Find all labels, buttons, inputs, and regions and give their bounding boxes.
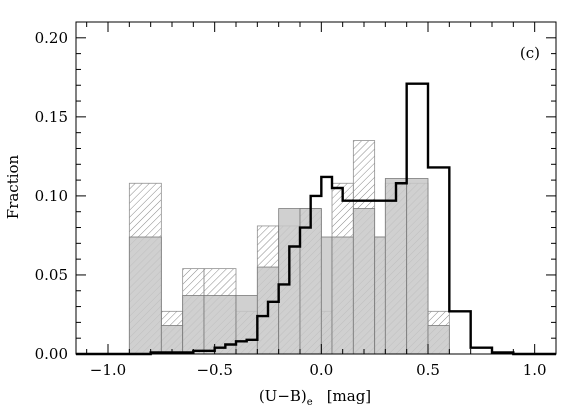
gray-bar — [427, 325, 450, 355]
plot-frame — [75, 21, 557, 355]
gray-bar — [352, 208, 376, 355]
bars-layer — [76, 82, 556, 356]
gray-bar — [128, 236, 162, 355]
x-tick-label: 0.5 — [416, 361, 440, 379]
y-tick-label: 0.00 — [35, 345, 68, 363]
y-tick-label: 0.05 — [35, 266, 68, 284]
x-axis-label: (U−B)e [mag] — [259, 387, 371, 407]
y-tick-label: 0.15 — [35, 108, 68, 126]
axes-layer: −1.0 −0.5 0.0 0.5 1.0 0.00 0.05 0.10 0.15 0.20 — [35, 21, 557, 379]
x-tick-label: 1.0 — [523, 361, 547, 379]
x-tick-label: −1.0 — [90, 361, 126, 379]
gray-bar — [299, 208, 322, 355]
gray-bar — [235, 295, 258, 355]
y-axis-label: Fraction — [4, 154, 22, 219]
x-axis-label-sub: e — [307, 397, 313, 407]
gray-bar — [331, 236, 354, 355]
gray-bar — [406, 178, 429, 355]
y-tick-label: 0.10 — [35, 187, 68, 205]
gray-bar — [182, 295, 205, 355]
y-tick-label: 0.20 — [35, 29, 68, 47]
bold-step-line — [76, 82, 556, 356]
x-axis-label-unit: [mag] — [327, 387, 371, 405]
gray-bar — [374, 236, 386, 355]
gray-bar — [384, 178, 408, 355]
x-tick-label: −0.5 — [196, 361, 232, 379]
panel-label: (c) — [520, 44, 540, 62]
gray-bar — [320, 236, 333, 355]
x-tick-label: 0.0 — [309, 361, 333, 379]
x-axis-label-main: (U−B) — [259, 387, 307, 405]
